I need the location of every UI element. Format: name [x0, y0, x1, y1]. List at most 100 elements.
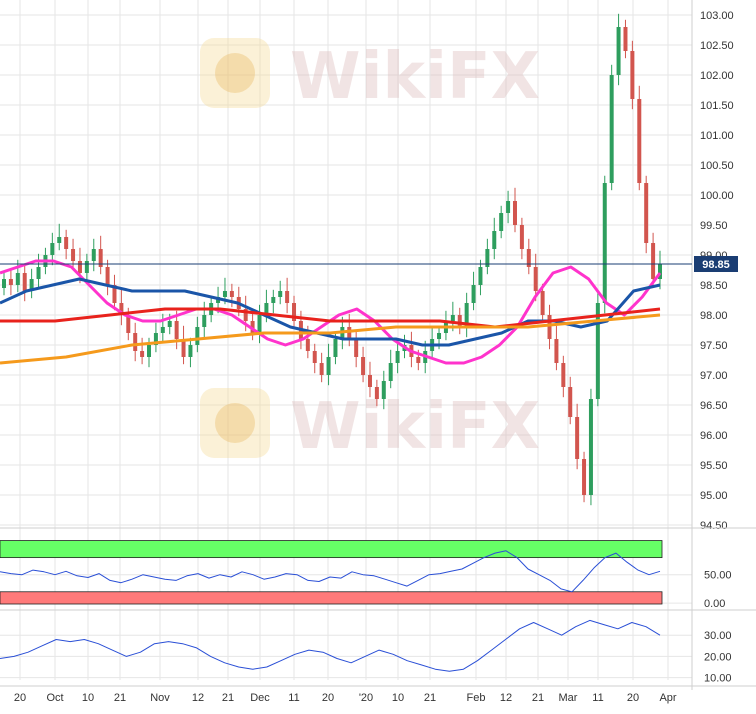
candle-body	[126, 315, 131, 333]
candle-body	[250, 321, 255, 333]
candle-body	[333, 339, 338, 357]
y-tick-label: 30.00	[704, 630, 732, 642]
y-tick-label: 97.50	[700, 340, 728, 352]
candle-body	[264, 303, 269, 315]
y-tick-label: 20.00	[704, 651, 732, 663]
candle-body	[8, 279, 13, 285]
y-tick-label: 94.50	[700, 520, 728, 532]
candle-body	[506, 201, 511, 213]
candle-body	[257, 315, 262, 333]
candle-body	[305, 339, 310, 351]
candle-body	[582, 459, 587, 495]
watermark-text: WikiFX	[290, 40, 540, 114]
x-tick-label: 21	[424, 692, 436, 704]
candle-body	[77, 261, 82, 273]
candle-body	[326, 357, 331, 375]
candle-body	[651, 243, 656, 279]
y-tick-label: 100.50	[700, 160, 734, 172]
x-tick-label: 10	[82, 692, 94, 704]
candle-body	[119, 303, 124, 315]
x-tick-label: 20	[14, 692, 26, 704]
candle-body	[50, 243, 55, 255]
y-tick-label: 101.00	[700, 130, 734, 142]
candle-body	[2, 279, 6, 288]
watermark: WikiFX WikiFX	[200, 38, 540, 464]
last-price-badge	[694, 256, 738, 272]
candle-body	[202, 315, 207, 327]
candle-body	[140, 351, 145, 357]
candle-body	[174, 321, 179, 339]
y-tick-label: 50.00	[704, 570, 732, 582]
x-tick-label: Feb	[467, 692, 486, 704]
candle-body	[22, 273, 27, 291]
y-tick-label: 98.00	[700, 310, 728, 322]
candle-body	[319, 363, 324, 375]
y-tick-label: 97.00	[700, 370, 728, 382]
candle-body	[561, 363, 566, 387]
y-tick-label: 0.00	[704, 598, 725, 610]
candle-body	[229, 291, 234, 297]
candle-body	[437, 333, 442, 339]
candle-body	[312, 351, 317, 363]
candle-body	[64, 237, 69, 249]
candle-body	[388, 363, 393, 381]
y-tick-label: 98.50	[700, 280, 728, 292]
y-tick-label: 10.00	[704, 673, 732, 685]
candle-body	[147, 345, 152, 357]
candle-body	[464, 303, 469, 327]
wikifx-logo-icon	[200, 388, 270, 458]
candle-body	[71, 249, 76, 261]
x-tick-label: 11	[288, 692, 299, 704]
y-tick-label: 103.00	[700, 10, 734, 22]
rsi-line	[0, 550, 661, 593]
x-tick-label: Oct	[46, 692, 63, 704]
x-tick-label: Dec	[250, 692, 270, 704]
candle-body	[499, 213, 504, 231]
x-tick-label: 20	[322, 692, 334, 704]
candle-body	[568, 387, 573, 417]
x-tick-label: 11	[592, 692, 603, 704]
candle-body	[105, 267, 110, 285]
candle-body	[595, 303, 600, 399]
candle-body	[292, 303, 297, 321]
candle-body	[195, 327, 200, 345]
x-tick-label: 20	[627, 692, 639, 704]
candle-body	[623, 27, 628, 51]
candle-body	[29, 279, 34, 291]
candle-body	[450, 315, 455, 321]
rsi-panel: 50.00 0.00	[0, 540, 732, 610]
candle-body	[91, 249, 96, 261]
candle-body	[526, 249, 531, 267]
candle-body	[271, 297, 276, 303]
candle-body	[616, 27, 621, 75]
x-tick-label: 12	[192, 692, 204, 704]
candle-body	[98, 249, 103, 267]
adx-panel: 30.00 20.00 10.00	[0, 619, 732, 685]
x-tick-label: 10	[392, 692, 404, 704]
wikifx-logo-icon	[200, 38, 270, 108]
candle-body	[36, 267, 41, 279]
x-tick-label: Apr	[659, 692, 676, 704]
moving-average-line	[0, 307, 661, 329]
y-tick-label: 101.50	[700, 100, 734, 112]
candle-body	[540, 291, 545, 315]
x-tick-label: 21	[114, 692, 126, 704]
y-tick-label: 96.00	[700, 430, 728, 442]
x-tick-label: 21	[532, 692, 544, 704]
candle-body	[153, 333, 158, 345]
watermark-text: WikiFX	[290, 390, 540, 464]
candle-body	[416, 357, 421, 363]
candle-body	[285, 291, 290, 303]
candle-body	[278, 291, 283, 297]
last-price-label: 98.85	[702, 259, 730, 271]
candle-body	[630, 51, 635, 99]
candle-body	[361, 357, 366, 375]
candle-body	[547, 315, 552, 339]
candle-body	[554, 339, 559, 363]
candle-body	[381, 381, 386, 399]
oversold-band	[0, 591, 663, 605]
candle-body	[188, 345, 193, 357]
candle-body	[533, 267, 538, 291]
candle-body	[15, 273, 20, 285]
